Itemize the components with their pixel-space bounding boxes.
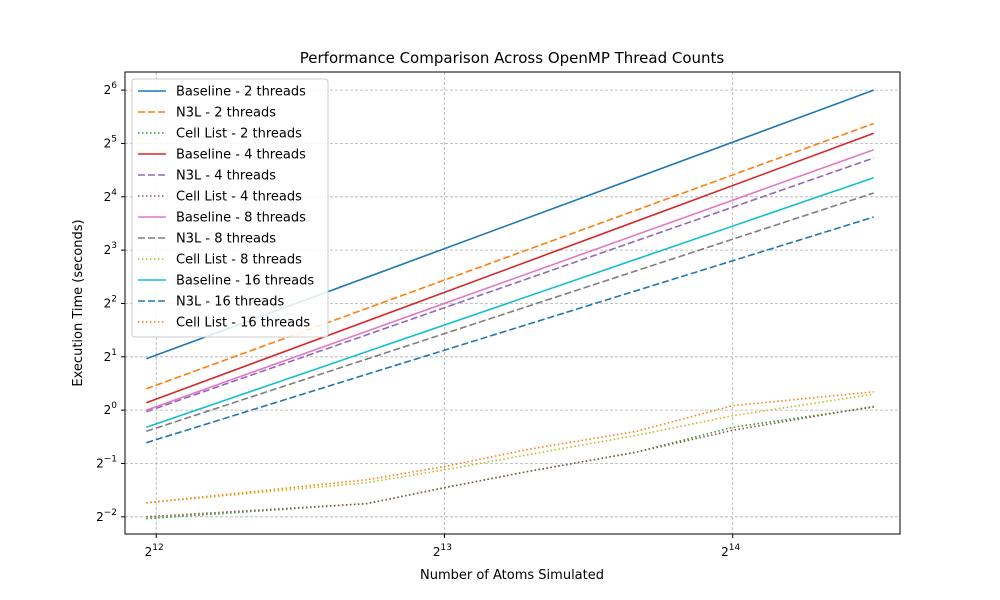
legend-label: Cell List - 8 threads: [176, 253, 302, 268]
y-tick-label-base: 2: [96, 510, 104, 524]
x-tick-label-exponent: 14: [729, 543, 741, 553]
y-tick-label-base: 2: [104, 296, 112, 310]
y-tick-label-exponent: −1: [104, 454, 117, 464]
series-line-7: [146, 148, 874, 411]
series-line-3: [146, 406, 874, 520]
series-line-8: [146, 192, 874, 433]
y-tick-label: 25: [104, 134, 117, 150]
x-tick-label: 212: [145, 543, 164, 559]
y-axis-title: Execution Time (seconds): [71, 219, 86, 386]
y-tick-label: 2−1: [96, 454, 117, 470]
y-tick-label: 24: [104, 188, 118, 204]
y-tick-label-base: 2: [104, 83, 112, 97]
y-tick-label-exponent: 3: [111, 241, 117, 251]
y-tick-label-exponent: 4: [111, 188, 117, 198]
y-tick-label: 21: [104, 348, 117, 364]
y-tick-label: 2−2: [96, 508, 117, 524]
legend-label: Cell List - 4 threads: [176, 190, 302, 205]
x-tick-label: 214: [721, 543, 740, 559]
x-tick-label-base: 2: [145, 545, 153, 559]
y-tick-label-exponent: 0: [111, 401, 117, 411]
legend-label: Cell List - 16 threads: [176, 316, 310, 331]
legend-label: Baseline - 2 threads: [176, 85, 306, 100]
legend-label: Baseline - 16 threads: [176, 274, 314, 289]
x-axis-ticks: 212 213 214: [145, 534, 740, 559]
series-line-10: [146, 176, 874, 429]
y-tick-label-exponent: −2: [104, 508, 117, 518]
x-tick-label: 213: [433, 543, 452, 559]
legend-box: [131, 78, 329, 338]
y-tick-label-exponent: 1: [111, 348, 117, 358]
legend-label: Baseline - 4 threads: [176, 148, 306, 163]
series-line-6: [146, 405, 874, 518]
y-tick-label-base: 2: [104, 190, 112, 204]
y-tick-label-exponent: 5: [111, 134, 117, 144]
legend-label: N3L - 8 threads: [176, 232, 276, 247]
y-tick-label-exponent: 6: [111, 81, 117, 91]
legend-label: N3L - 16 threads: [176, 295, 284, 310]
legend-label: Baseline - 8 threads: [176, 211, 306, 226]
y-tick-label: 26: [104, 81, 118, 97]
x-tick-label-exponent: 13: [441, 543, 452, 553]
y-tick-label-base: 2: [96, 456, 104, 470]
series-line-12: [146, 391, 874, 504]
y-tick-label-base: 2: [104, 136, 112, 150]
series-line-4: [146, 132, 874, 404]
series-line-2: [146, 122, 874, 390]
grid: [125, 72, 900, 534]
y-tick-label-base: 2: [104, 403, 112, 417]
y-tick-label-exponent: 2: [111, 294, 117, 304]
y-tick-label-base: 2: [104, 243, 112, 257]
series-lines: [146, 89, 874, 520]
series-line-9: [146, 393, 874, 504]
legend: Baseline - 2 threads N3L - 2 threads Cell …: [131, 78, 329, 338]
y-tick-label: 20: [104, 401, 118, 417]
y-tick-label-base: 2: [104, 350, 112, 364]
series-line-5: [146, 157, 874, 413]
x-tick-label-exponent: 12: [152, 543, 163, 553]
x-tick-label-base: 2: [433, 545, 441, 559]
legend-label: N3L - 4 threads: [176, 169, 276, 184]
series-line-11: [146, 216, 874, 444]
y-tick-label: 23: [104, 241, 117, 257]
x-tick-label-base: 2: [721, 545, 729, 559]
legend-label: Cell List - 2 threads: [176, 127, 302, 142]
legend-label: N3L - 2 threads: [176, 106, 276, 121]
y-tick-label: 22: [104, 294, 117, 310]
x-axis-title: Number of Atoms Simulated: [420, 568, 604, 583]
chart-title: Performance Comparison Across OpenMP Thr…: [300, 49, 725, 67]
